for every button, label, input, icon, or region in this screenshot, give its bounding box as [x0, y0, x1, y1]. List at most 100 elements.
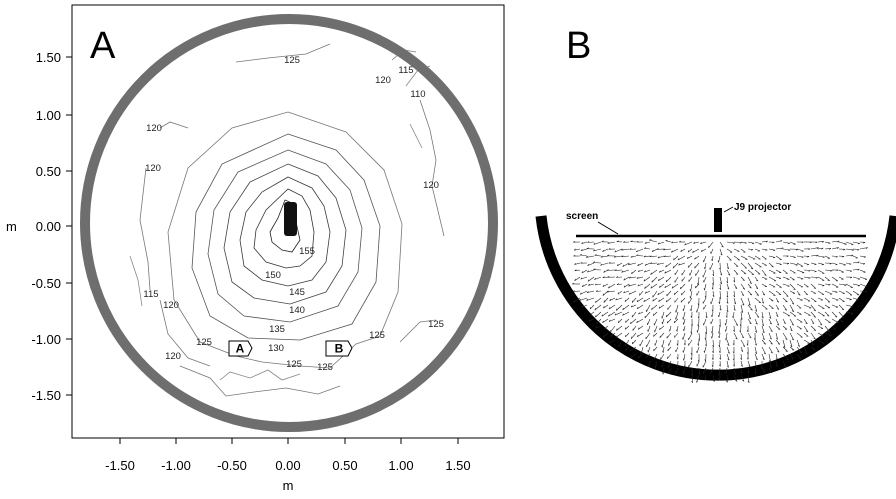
- flow-vector: [660, 326, 665, 330]
- flow-vector: [704, 319, 706, 325]
- flow-vector: [637, 333, 643, 337]
- flow-vector: [818, 284, 824, 286]
- flow-vector: [755, 312, 759, 317]
- contour-label: 115: [398, 65, 413, 76]
- flow-vector: [683, 312, 685, 320]
- flow-vector: [682, 277, 685, 281]
- flow-vector: [636, 255, 643, 256]
- flow-vector: [697, 291, 699, 296]
- flow-vector: [651, 270, 657, 275]
- flow-vector: [832, 263, 837, 265]
- flow-vector: [675, 277, 678, 283]
- contour-label: 125: [317, 362, 333, 373]
- flow-vector: [616, 305, 622, 311]
- flow-vector: [727, 249, 732, 252]
- flow-vector: [580, 255, 587, 256]
- flow-vector: [667, 291, 671, 296]
- flow-vector-head: [850, 299, 852, 300]
- flow-vector: [748, 263, 753, 269]
- y-axis-title: m: [6, 219, 17, 234]
- flow-vector: [710, 263, 713, 270]
- marker-b-label: B: [335, 342, 344, 356]
- flow-vector: [608, 284, 615, 288]
- flow-vector: [667, 354, 671, 359]
- flow-vector: [818, 333, 823, 336]
- flow-vector: [681, 298, 685, 302]
- flow-vector: [797, 312, 802, 314]
- flow-vector: [783, 298, 787, 302]
- flow-vector-head: [794, 257, 796, 258]
- flow-vector: [681, 291, 685, 295]
- flow-vector: [783, 284, 790, 286]
- flow-vector: [644, 248, 650, 249]
- flow-vector: [818, 298, 823, 300]
- flow-vector: [818, 312, 825, 316]
- flow-vector: [818, 319, 822, 325]
- flow-vector: [684, 326, 685, 331]
- marker-b: B: [326, 341, 352, 356]
- flow-vector: [839, 305, 844, 310]
- flow-vector: [652, 305, 658, 310]
- flow-vector: [632, 312, 636, 317]
- flow-vector-head: [718, 315, 719, 317]
- flow-vector: [846, 284, 853, 288]
- flow-vector-head: [595, 255, 597, 256]
- contour-label: 125: [286, 359, 302, 370]
- flow-vector-head: [844, 265, 846, 266]
- flow-vector: [790, 291, 795, 293]
- flow-vector: [683, 347, 685, 353]
- flow-vector: [790, 305, 794, 312]
- flow-vector: [682, 270, 685, 275]
- x-axis: -1.50 -1.00 -0.50 0.00 0.50 1.00 1.50 m: [105, 438, 470, 493]
- flow-vector: [666, 298, 671, 302]
- flow-vector: [673, 263, 678, 268]
- flow-vector: [741, 256, 747, 259]
- x-tick-label: 0.00: [275, 458, 300, 473]
- flow-vector: [727, 256, 731, 260]
- flow-vector-head: [823, 257, 825, 258]
- flow-vector: [755, 263, 761, 267]
- panel-a: 1.50 1.00 0.50 0.00 -0.50 -1.00 -1.50 m …: [6, 5, 504, 493]
- flow-vector: [769, 249, 775, 250]
- flow-vector: [811, 291, 816, 293]
- flow-vector: [688, 340, 692, 346]
- flow-vector: [846, 249, 854, 250]
- flow-vector: [595, 255, 601, 256]
- flow-vector-head: [725, 330, 726, 332]
- flow-vector: [697, 361, 699, 366]
- flow-vector: [839, 277, 844, 279]
- flow-vector: [680, 284, 685, 289]
- y-tick-label: 1.50: [36, 50, 61, 65]
- flow-vector: [846, 270, 852, 271]
- contour-label: 155: [299, 246, 315, 257]
- flow-vector-head: [773, 257, 775, 258]
- flow-vector: [712, 326, 713, 333]
- flow-vector: [832, 256, 838, 257]
- flow-vector: [632, 340, 636, 344]
- flow-vector: [590, 305, 594, 309]
- flow-vector: [832, 298, 838, 300]
- flow-vector: [676, 312, 678, 320]
- flow-vector: [665, 284, 671, 288]
- flow-vector: [860, 277, 867, 279]
- flow-vector-head: [765, 250, 767, 251]
- flow-vector: [776, 326, 780, 329]
- flow-vector: [611, 326, 615, 332]
- x-tick-label: -1.50: [105, 458, 135, 473]
- flow-vector: [662, 319, 664, 324]
- panel-a-letter: A: [90, 25, 116, 67]
- flow-vector: [741, 242, 747, 243]
- flow-vector: [672, 284, 678, 288]
- flow-vector: [783, 291, 788, 296]
- flow-vector: [755, 249, 760, 251]
- flow-vector: [602, 312, 608, 316]
- flow-vector: [755, 298, 761, 303]
- flow-vector: [712, 256, 713, 261]
- flow-vector: [637, 298, 643, 302]
- flow-vector: [790, 263, 798, 265]
- dome-cross-section: [541, 216, 895, 375]
- contour-label: 125: [196, 337, 212, 348]
- flow-vector-head: [712, 259, 713, 261]
